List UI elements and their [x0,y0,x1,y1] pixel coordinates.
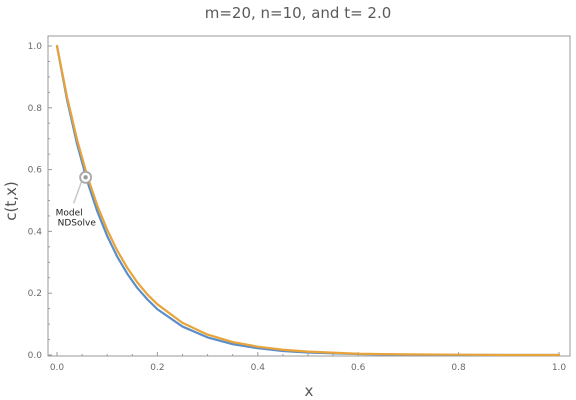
y-tick-label: 0.8 [28,104,43,114]
x-tick-label: 0.0 [50,363,65,373]
series-line-ndsolve [55,44,561,357]
chart-title: m=20, n=10, and t= 2.0 [205,4,392,22]
y-axis-label: c(t,x) [2,181,20,220]
x-tick-label: 0.6 [351,363,366,373]
series-line-model [55,44,561,357]
annotation-leader-line [72,181,83,204]
series-lines [55,44,561,357]
y-tick-label: 1.0 [28,42,43,52]
y-tick-label: 0.4 [28,227,43,237]
plot-frame [47,35,571,357]
x-axis-label: x [305,382,314,400]
x-tick-label: 0.4 [251,363,266,373]
x-tick-label: 1.0 [552,363,567,373]
y-tick-label: 0.6 [28,166,43,176]
annotation-dot [83,175,88,180]
x-tick-label: 0.2 [150,363,164,373]
annotation-label-ndsolve: NDSolve [58,218,97,228]
axis-ticks: 0.0 0.2 0.4 0.6 0.8 1.0 0.0 0.2 0.4 0.6 0.8 1.0 [28,42,567,373]
x-tick-label: 0.8 [451,363,466,373]
y-tick-label: 0.0 [28,351,43,361]
annotation-label-model: Model [56,208,83,218]
y-tick-label: 0.2 [28,289,42,299]
